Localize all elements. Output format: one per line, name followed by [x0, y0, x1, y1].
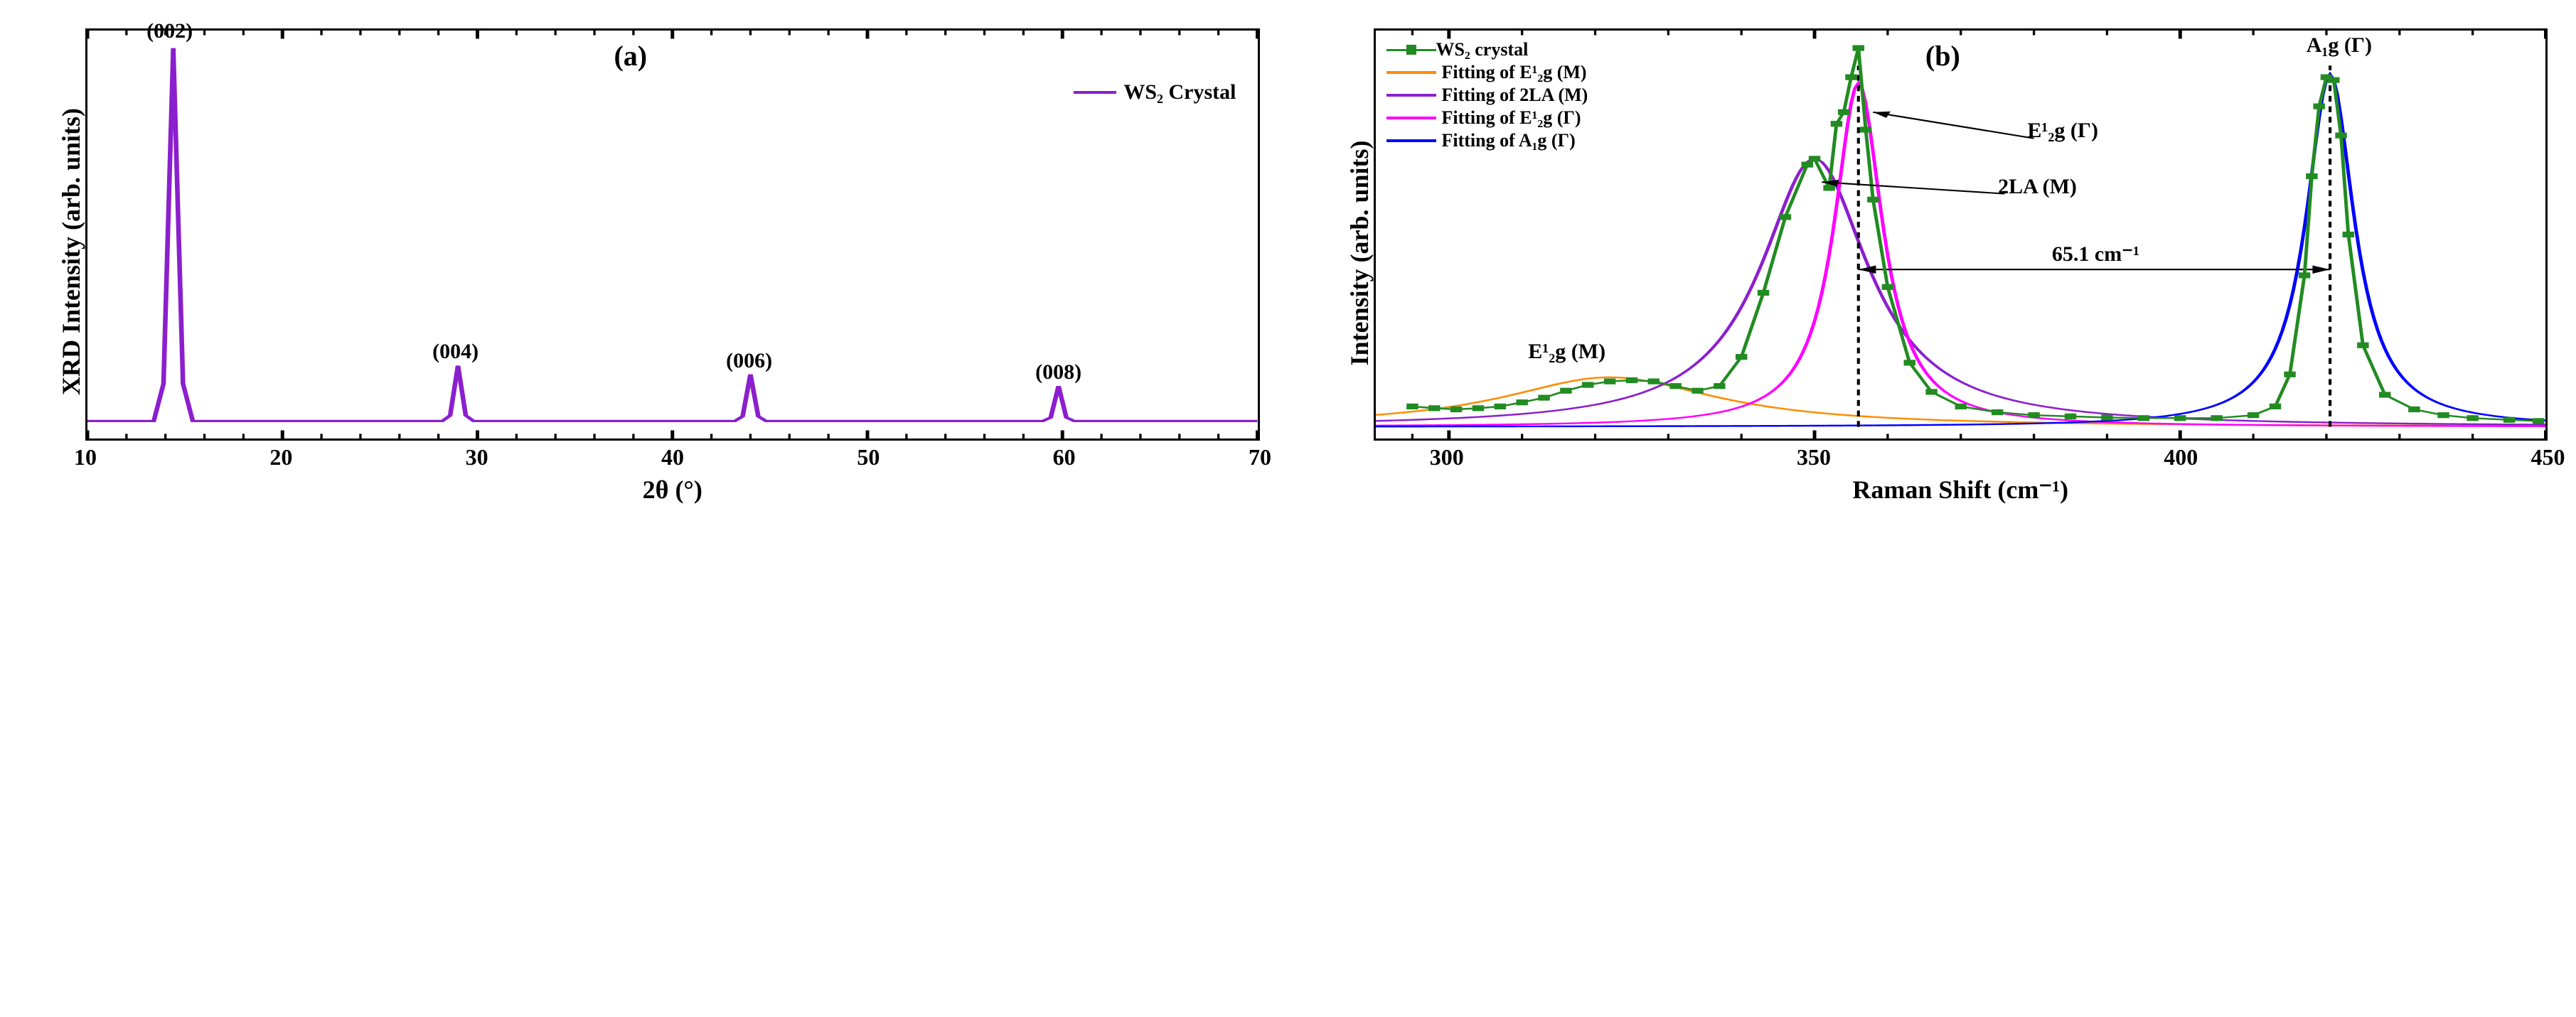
x-tick-label: 30: [463, 444, 491, 470]
panel-b: (b) WS₂ crystalFitting of E¹₂g (M)Fittin…: [1303, 14, 2562, 512]
x-axis-label-b: Raman Shift (cm⁻¹): [1374, 475, 2548, 505]
peak-annotation: 2LA (M): [1998, 175, 2077, 199]
legend-label-ws2: WS₂ Crystal: [1123, 80, 1236, 104]
legend-item: Fitting of E¹₂g (Γ): [1386, 107, 1588, 129]
peak-annotation: E¹₂g (Γ): [2027, 119, 2098, 143]
x-tick-label: 60: [1050, 444, 1079, 470]
y-axis-label-a: XRD Intensity (arb. units): [56, 111, 86, 395]
legend-item: Fitting of E¹₂g (M): [1386, 62, 1588, 83]
panel-letter-a: (a): [614, 39, 647, 72]
peak-label: (004): [432, 340, 479, 364]
peak-label: (006): [726, 349, 772, 373]
peak-label: (008): [1035, 360, 1081, 384]
x-tick-label: 300: [1426, 444, 1468, 470]
y-axis-label-b: Intensity (arb. units): [1345, 125, 1374, 381]
x-tick-label: 50: [854, 444, 882, 470]
legend-a: WS₂ Crystal: [1074, 80, 1236, 104]
x-tick-label: 400: [2159, 444, 2202, 470]
plot-area-a: (a) WS₂ Crystal: [85, 28, 1260, 441]
figure-container: (a) WS₂ Crystal XRD Intensity (arb. unit…: [14, 14, 2562, 512]
separation-label: 65.1 cm⁻¹: [2052, 242, 2139, 267]
x-axis-label-a: 2θ (°): [85, 475, 1260, 505]
legend-item: Fitting of A₁g (Γ): [1386, 130, 1588, 151]
plot-area-b: (b) WS₂ crystalFitting of E¹₂g (M)Fittin…: [1374, 28, 2548, 441]
legend-item: WS₂ crystal: [1386, 39, 1588, 60]
legend-item-ws2: WS₂ Crystal: [1074, 80, 1236, 104]
x-tick-label: 450: [2527, 444, 2570, 470]
x-tick-label: 70: [1246, 444, 1274, 470]
x-tick-label: 350: [1792, 444, 1835, 470]
peak-annotation: E¹₂g (M): [1528, 340, 1605, 364]
panel-a: (a) WS₂ Crystal XRD Intensity (arb. unit…: [14, 14, 1274, 512]
peak-annotation: A₁g (Γ): [2307, 33, 2372, 58]
panel-letter-b: (b): [1925, 39, 1960, 72]
x-tick-label: 20: [267, 444, 295, 470]
legend-swatch-ws2: [1074, 91, 1116, 94]
x-tick-label: 40: [658, 444, 687, 470]
peak-label: (002): [146, 19, 193, 43]
x-tick-label: 10: [71, 444, 100, 470]
legend-b: WS₂ crystalFitting of E¹₂g (M)Fitting of…: [1386, 39, 1588, 153]
legend-item: Fitting of 2LA (M): [1386, 85, 1588, 106]
